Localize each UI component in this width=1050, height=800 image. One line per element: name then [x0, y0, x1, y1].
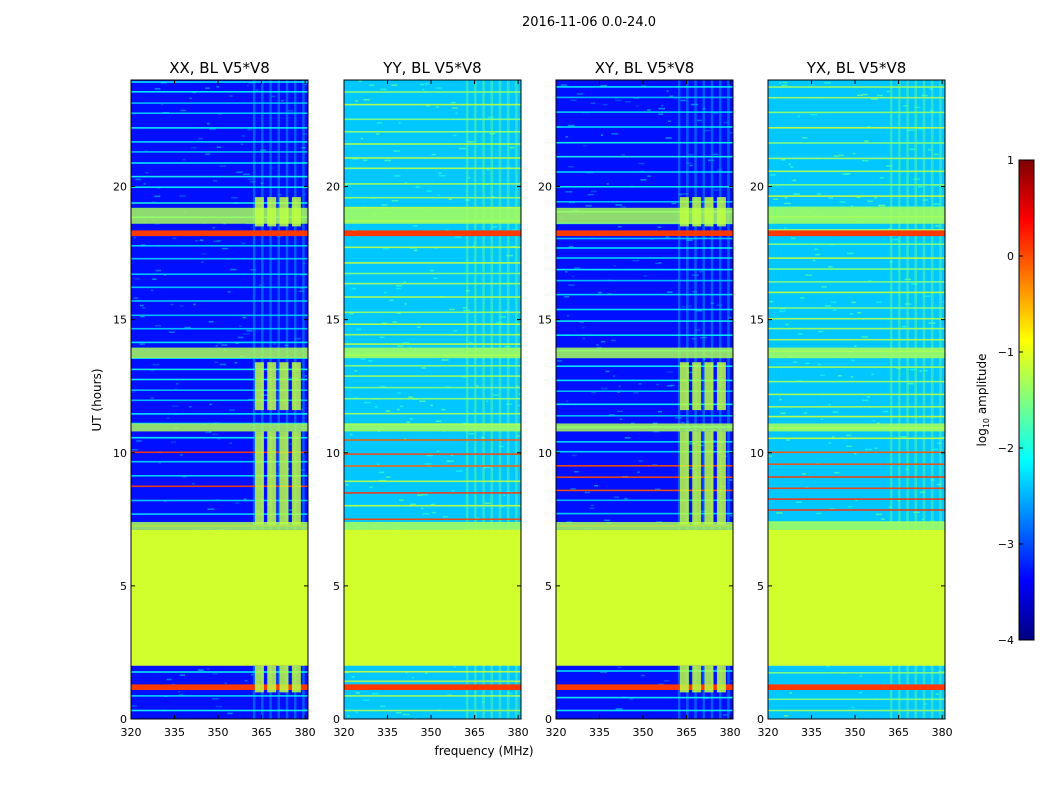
heatmap-image — [131, 80, 308, 719]
flagged-block — [556, 529, 733, 666]
x-tick-label: 320 — [121, 726, 142, 739]
colorbar-tick-label: −4 — [998, 634, 1014, 647]
y-tick-label: 0 — [757, 713, 764, 726]
colorbar-tick-label: 1 — [1007, 154, 1014, 167]
y-tick-label: 0 — [120, 713, 127, 726]
panel-title: YX, BL V5*V8 — [806, 59, 907, 77]
x-tick-label: 365 — [676, 726, 697, 739]
y-tick-label: 15 — [538, 314, 552, 327]
panel-title: YY, BL V5*V8 — [382, 59, 481, 77]
y-tick-label: 0 — [545, 713, 552, 726]
x-tick-label: 365 — [464, 726, 485, 739]
x-tick-label: 365 — [251, 726, 272, 739]
panel-frame — [555, 79, 734, 720]
panel-title: XY, BL V5*V8 — [595, 59, 695, 77]
panel-4: YX, BL V5*V8 320 335 350 365 380 0 5 10 15 20 — [750, 59, 953, 739]
y-tick-label: 5 — [545, 580, 552, 593]
x-tick-label: 335 — [164, 726, 185, 739]
y-tick-label: 20 — [750, 181, 764, 194]
y-axis-label: UT (hours) — [90, 368, 104, 431]
x-tick-label: 320 — [546, 726, 567, 739]
colorbar-gradient — [1018, 159, 1035, 641]
x-tick-label: 380 — [508, 726, 529, 739]
panel-1: XX, BL V5*V8 320 335 350 365 380 0 5 10 15 20 — [113, 59, 316, 739]
x-tick-label: 380 — [720, 726, 741, 739]
heatmap-image — [344, 80, 521, 719]
y-tick-label: 15 — [750, 314, 764, 327]
colorbar-label: log10 amplitude — [975, 354, 991, 447]
x-axis-label: frequency (MHz) — [434, 744, 533, 758]
panel-2: YY, BL V5*V8 320 335 350 365 380 0 5 10 15 20 — [326, 59, 529, 739]
colorbar-tick-label: −1 — [998, 346, 1014, 359]
x-tick-label: 380 — [295, 726, 316, 739]
x-tick-label: 320 — [334, 726, 355, 739]
y-tick-label: 0 — [333, 713, 340, 726]
x-tick-label: 365 — [888, 726, 909, 739]
x-tick-label: 335 — [589, 726, 610, 739]
flagged-block — [344, 529, 521, 666]
y-tick-label: 10 — [750, 447, 764, 460]
panel-frame — [130, 79, 309, 720]
y-tick-label: 15 — [113, 314, 127, 327]
panel-title: XX, BL V5*V8 — [169, 59, 270, 77]
x-tick-label: 320 — [758, 726, 779, 739]
y-tick-label: 20 — [538, 181, 552, 194]
heatmap-image — [768, 80, 945, 719]
y-tick-label: 10 — [326, 447, 340, 460]
y-tick-label: 10 — [538, 447, 552, 460]
colorbar-tick-label: −2 — [998, 442, 1014, 455]
y-tick-label: 5 — [120, 580, 127, 593]
colorbar: 1 0 −1 −2 −3 −4 log10 amplitude — [975, 154, 1035, 647]
x-tick-label: 350 — [845, 726, 866, 739]
flagged-block — [768, 529, 945, 666]
x-tick-label: 350 — [421, 726, 442, 739]
y-tick-label: 10 — [113, 447, 127, 460]
y-tick-label: 15 — [326, 314, 340, 327]
y-tick-label: 20 — [113, 181, 127, 194]
x-tick-label: 350 — [208, 726, 229, 739]
x-tick-label: 350 — [633, 726, 654, 739]
panel-frame — [767, 79, 946, 720]
colorbar-tick-label: −3 — [998, 538, 1014, 551]
colorbar-tick-label: 0 — [1007, 250, 1014, 263]
x-tick-label: 335 — [377, 726, 398, 739]
heatmap-image — [556, 80, 733, 719]
y-tick-label: 20 — [326, 181, 340, 194]
flagged-block — [131, 529, 308, 666]
x-tick-label: 335 — [801, 726, 822, 739]
panel-3: XY, BL V5*V8 320 335 350 365 380 0 5 10 15 20 — [538, 59, 741, 739]
panel-frame — [343, 79, 522, 720]
y-tick-label: 5 — [333, 580, 340, 593]
y-tick-label: 5 — [757, 580, 764, 593]
x-tick-label: 380 — [932, 726, 953, 739]
figure-suptitle: 2016-11-06 0.0-24.0 — [522, 15, 656, 30]
